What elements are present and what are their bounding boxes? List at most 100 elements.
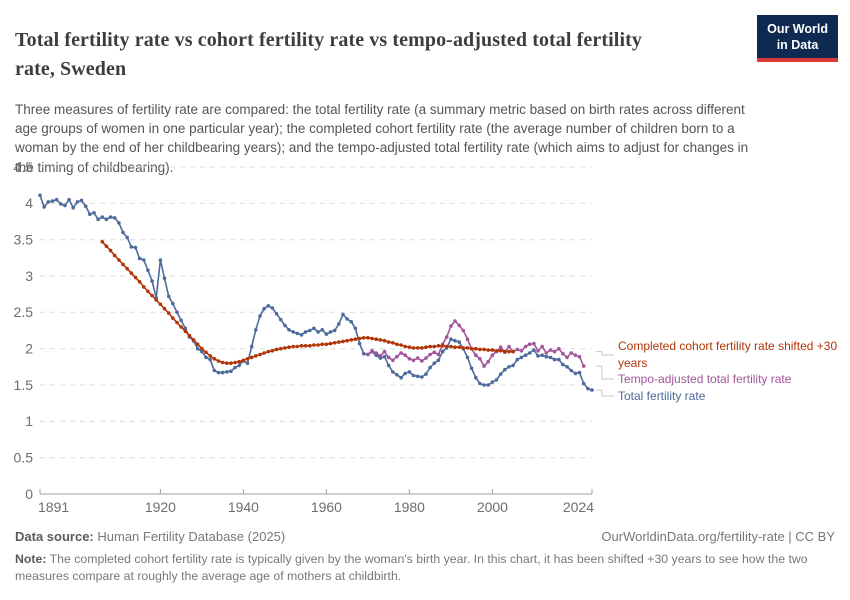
x-axis-tick-label: 2000 xyxy=(477,499,508,515)
data-point-marker xyxy=(92,211,96,215)
data-point-marker xyxy=(67,197,71,202)
data-point-marker xyxy=(382,349,387,354)
data-point-marker xyxy=(461,346,466,350)
data-point-marker xyxy=(175,310,179,315)
data-point-marker xyxy=(428,352,432,357)
data-point-marker xyxy=(171,316,175,320)
data-point-marker xyxy=(312,326,316,331)
y-axis-tick-label: 3.5 xyxy=(14,232,34,248)
citation-link[interactable]: OurWorldinData.org/fertility-rate | CC B… xyxy=(601,529,835,544)
data-point-marker xyxy=(117,258,121,262)
data-point-marker xyxy=(171,301,175,306)
data-point-marker xyxy=(129,271,134,275)
data-point-marker xyxy=(133,275,138,280)
data-point-marker xyxy=(270,306,275,310)
data-point-marker xyxy=(50,199,55,203)
data-point-marker xyxy=(474,346,478,351)
data-point-marker xyxy=(274,312,279,316)
data-point-marker xyxy=(482,383,486,387)
data-point-marker xyxy=(420,359,424,363)
data-point-marker xyxy=(586,386,590,391)
data-point-marker xyxy=(482,347,486,352)
data-point-marker xyxy=(424,372,428,376)
data-point-marker xyxy=(349,338,354,342)
data-point-marker xyxy=(486,348,491,352)
series-total-fertility-rate[interactable] xyxy=(38,193,594,392)
data-point-marker xyxy=(403,371,408,376)
data-point-marker xyxy=(503,367,507,372)
data-point-marker xyxy=(345,317,349,321)
series-completed-cohort-fertility-rate-shifted[interactable] xyxy=(100,240,515,365)
data-point-marker xyxy=(561,362,565,367)
chart-note: Note: The completed cohort fertility rat… xyxy=(15,551,835,586)
data-point-marker xyxy=(59,202,63,206)
data-point-marker xyxy=(117,221,121,225)
data-point-marker xyxy=(573,353,578,357)
data-point-marker xyxy=(357,336,362,341)
data-point-marker xyxy=(361,336,366,340)
data-point-marker xyxy=(540,344,544,349)
legend-item-completed-cohort-fertility-rate-shifted[interactable]: Completed cohort fertility rate shifted … xyxy=(618,339,838,370)
data-point-marker xyxy=(104,217,109,222)
x-axis-tick-label: 1920 xyxy=(145,499,176,515)
data-point-marker xyxy=(121,262,125,267)
data-point-marker xyxy=(191,338,196,342)
data-point-marker xyxy=(440,344,445,348)
x-axis-tick-label: 2024 xyxy=(563,499,594,515)
data-point-marker xyxy=(511,363,515,368)
y-axis-tick-label: 0 xyxy=(25,486,33,502)
data-point-marker xyxy=(216,370,221,375)
data-point-marker xyxy=(129,245,134,249)
data-point-marker xyxy=(328,341,333,346)
data-point-marker xyxy=(320,328,325,332)
series-tempo-adjusted-total-fertility-rate[interactable] xyxy=(366,319,586,368)
data-point-marker xyxy=(324,332,329,336)
data-point-marker xyxy=(486,383,491,387)
data-point-marker xyxy=(125,235,129,240)
data-point-marker xyxy=(411,358,416,363)
data-point-marker xyxy=(573,371,578,376)
data-point-marker xyxy=(75,200,80,204)
legend-item-tempo-adjusted-total-fertility-rate[interactable]: Tempo-adjusted total fertility rate xyxy=(618,372,792,386)
data-point-marker xyxy=(283,346,287,350)
data-point-marker xyxy=(474,353,478,357)
data-point-marker xyxy=(494,378,499,382)
data-point-marker xyxy=(378,338,383,342)
data-point-marker xyxy=(415,346,420,350)
data-point-marker xyxy=(266,304,271,308)
data-point-marker xyxy=(212,368,217,373)
data-point-marker xyxy=(179,318,183,323)
data-point-marker xyxy=(444,344,449,349)
data-point-marker xyxy=(444,335,449,339)
owid-logo[interactable]: Our World in Data xyxy=(757,15,838,63)
data-point-marker xyxy=(258,352,262,357)
data-point-marker xyxy=(366,336,370,340)
data-point-marker xyxy=(187,333,192,338)
data-point-marker xyxy=(577,370,582,375)
x-axis-tick-label: 1980 xyxy=(394,499,425,515)
data-point-marker xyxy=(540,353,544,357)
data-point-marker xyxy=(142,285,146,289)
data-point-marker xyxy=(241,358,246,363)
data-point-marker xyxy=(158,258,163,262)
data-point-marker xyxy=(469,366,474,371)
data-point-marker xyxy=(552,349,557,354)
data-point-marker xyxy=(399,343,403,347)
data-point-marker xyxy=(424,356,428,360)
data-point-marker xyxy=(478,357,482,361)
legend-item-total-fertility-rate[interactable]: Total fertility rate xyxy=(618,389,706,403)
data-point-marker xyxy=(515,347,520,352)
data-point-marker xyxy=(561,351,565,356)
data-point-marker xyxy=(245,361,250,365)
data-point-marker xyxy=(565,365,569,369)
data-point-marker xyxy=(382,338,387,343)
data-point-marker xyxy=(366,352,370,357)
data-point-marker xyxy=(552,357,557,362)
data-point-marker xyxy=(158,302,163,307)
data-point-marker xyxy=(312,343,316,347)
data-point-marker xyxy=(478,381,482,386)
data-point-marker xyxy=(254,354,258,358)
data-point-marker xyxy=(295,344,300,349)
y-axis-tick-label: 1.5 xyxy=(14,377,34,393)
data-point-marker xyxy=(142,258,146,262)
